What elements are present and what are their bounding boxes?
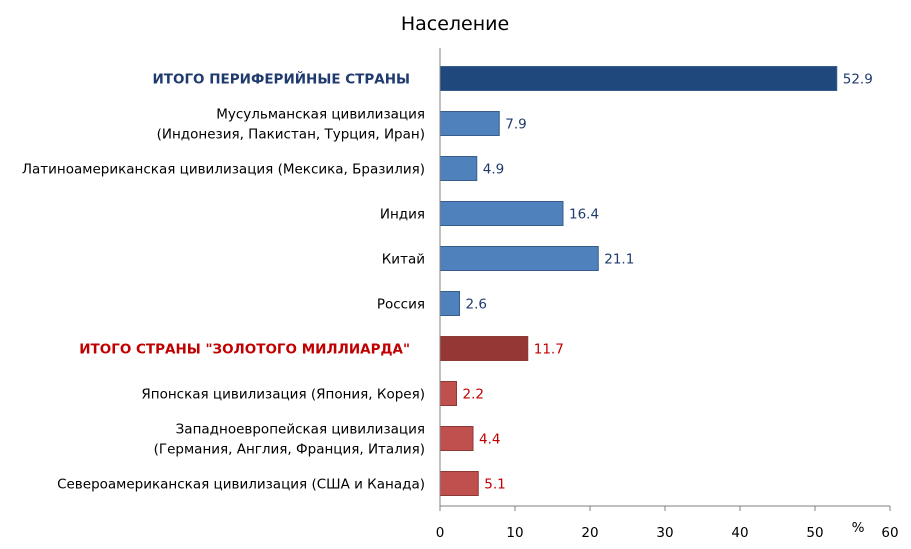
value-label-3: 16.4 [569, 207, 599, 223]
category-labels-group: ИТОГО ПЕРИФЕРИЙНЫЕ СТРАНЫ Мусульманская ц… [22, 71, 425, 493]
category-label-9-line-0: Североамериканская цивилизация (США и Ка… [57, 477, 425, 493]
value-label-6: 11.7 [534, 342, 564, 358]
bar-0 [439, 66, 838, 91]
bar-1 [439, 111, 500, 136]
category-label-0-line-0: ИТОГО ПЕРИФЕРИЙНЫЕ СТРАНЫ [152, 71, 410, 88]
category-label-1-line-1: (Индонезия, Пакистан, Турция, Иран) [157, 127, 425, 143]
category-label-8-line-1: (Германия, Англия, Франция, Италия) [154, 442, 425, 458]
x-tick-label-1: 10 [506, 525, 523, 541]
x-tick-label-2: 20 [581, 525, 598, 541]
x-tick-label-3: 30 [656, 525, 673, 541]
category-label-4-line-0: Китай [382, 252, 425, 268]
bar-6 [439, 336, 529, 361]
value-labels-group: 52.9 7.9 4.9 16.4 21.1 2.6 11.7 2.2 4.4 5.1 [463, 72, 873, 493]
x-tick-label-4: 40 [731, 525, 748, 541]
value-label-1: 7.9 [505, 117, 526, 133]
bars-group [439, 66, 838, 496]
category-label-2-line-0: Латиноамериканская цивилизация (Мексика,… [22, 162, 425, 178]
value-label-4: 21.1 [604, 252, 634, 268]
x-tick-label-6: 60 [881, 525, 898, 541]
x-tick-label-5: 50 [806, 525, 823, 541]
x-axis-unit-label: % [852, 520, 865, 536]
bar-5 [439, 291, 460, 316]
value-label-9: 5.1 [484, 477, 505, 493]
value-label-0: 52.9 [843, 72, 873, 88]
category-label-7-line-0: Японская цивилизация (Япония, Корея) [141, 387, 425, 403]
bar-4 [439, 246, 599, 271]
value-label-5: 2.6 [466, 297, 487, 313]
bar-7 [439, 381, 457, 406]
bar-9 [439, 471, 479, 496]
bar-8 [439, 426, 474, 451]
category-label-1-line-0: Мусульманская цивилизация [216, 107, 425, 123]
value-label-8: 4.4 [479, 432, 500, 448]
category-label-8-line-0: Западноевропейская цивилизация [176, 422, 425, 438]
bar-3 [439, 201, 564, 226]
category-label-3-line-0: Индия [380, 207, 425, 223]
category-label-6-line-0: ИТОГО СТРАНЫ "ЗОЛОТОГО МИЛЛИАРДА" [79, 342, 410, 358]
value-label-2: 4.9 [483, 162, 504, 178]
value-label-7: 2.2 [463, 387, 484, 403]
x-tick-label-0: 0 [436, 525, 445, 541]
bar-2 [439, 156, 478, 181]
x-axis: 0 10 20 30 40 50 60 [436, 48, 899, 541]
category-label-5-line-0: Россия [377, 297, 425, 313]
chart-title: Население [401, 13, 509, 35]
